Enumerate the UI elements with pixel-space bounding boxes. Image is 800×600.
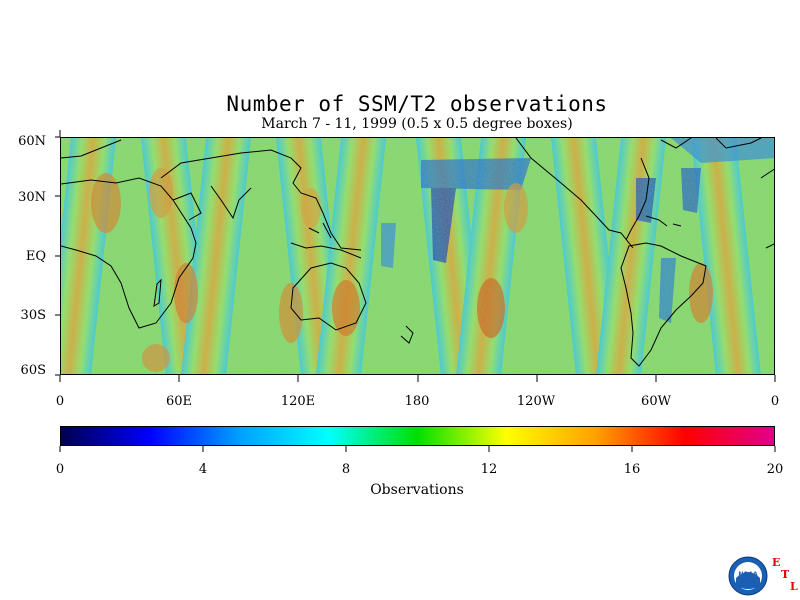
observation-field — [61, 138, 774, 374]
lon-label-0: 0 — [55, 394, 65, 409]
etl-letter-t: T — [781, 568, 790, 581]
coastlines — [61, 138, 774, 367]
lon-label-0-right: 0 — [770, 394, 780, 409]
colorbar-ticks — [59, 446, 776, 452]
map-subtitle: March 7 - 11, 1999 (0.5 x 0.5 degree box… — [261, 116, 573, 132]
lat-label-30n: 30N — [18, 190, 46, 205]
observation-map — [60, 137, 775, 375]
map-title: Number of SSM/T2 observations — [226, 92, 608, 116]
lat-label-60s: 60S — [20, 363, 46, 378]
colorbar-label-12: 12 — [480, 462, 498, 477]
lat-label-60n: 60N — [18, 134, 46, 149]
etl-letter-l: L — [790, 580, 798, 593]
colorbar — [60, 426, 775, 446]
lon-label-120e: 120E — [280, 394, 316, 409]
lon-label-120w: 120W — [516, 394, 556, 409]
colorbar-label-4: 4 — [198, 462, 208, 477]
map-ticks — [55, 130, 776, 382]
colorbar-label-8: 8 — [341, 462, 351, 477]
lon-label-60e: 60E — [165, 394, 193, 409]
lat-label-eq: EQ — [25, 249, 46, 264]
lon-label-60w: 60W — [641, 394, 671, 409]
noaa-logo-icon: NOAA — [728, 556, 768, 596]
colorbar-title: Observations — [370, 482, 464, 498]
lon-label-180: 180 — [404, 394, 430, 409]
etl-letter-e: E — [772, 556, 781, 569]
svg-text:NOAA: NOAA — [738, 571, 758, 578]
lat-label-30s: 30S — [20, 308, 46, 323]
colorbar-label-20: 20 — [766, 462, 784, 477]
colorbar-label-16: 16 — [623, 462, 641, 477]
colorbar-label-0: 0 — [55, 462, 65, 477]
